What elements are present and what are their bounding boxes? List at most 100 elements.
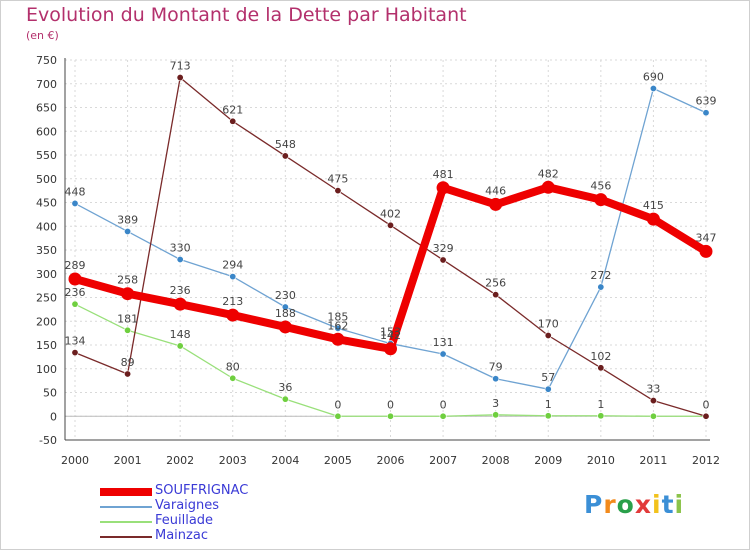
data-point-feuillade (124, 326, 132, 334)
legend-swatch (100, 506, 152, 508)
x-tick-label: 2012 (692, 454, 720, 467)
data-point-souffrignac (436, 181, 450, 195)
data-point-varaignes (492, 375, 500, 383)
data-label-mainzac: 134 (65, 335, 86, 348)
x-tick-label: 2010 (587, 454, 615, 467)
logo-letter: x (634, 490, 652, 519)
data-label-feuillade: 36 (278, 381, 292, 394)
data-point-mainzac (492, 291, 500, 299)
data-label-varaignes: 272 (590, 269, 611, 282)
data-label-varaignes: 294 (222, 259, 243, 272)
data-label-feuillade: 181 (117, 312, 138, 325)
series-points (68, 74, 713, 420)
data-label-mainzac: 33 (646, 383, 660, 396)
data-label-feuillade: 0 (387, 398, 394, 411)
data-point-souffrignac (594, 193, 608, 207)
data-label-feuillade: 1 (545, 398, 552, 411)
data-point-souffrignac (541, 180, 555, 194)
data-point-varaignes (176, 255, 184, 263)
y-tick-label: 650 (36, 102, 57, 115)
y-tick-label: 700 (36, 78, 57, 91)
chart-subtitle: (en €) (26, 29, 59, 42)
data-point-souffrignac (489, 197, 503, 211)
x-axis-ticks: 2000 2001 2002 2003 2004 2005 2006 2007 2008 2009… (61, 454, 720, 467)
logo-letter: i (652, 490, 662, 519)
data-point-souffrignac (121, 287, 135, 301)
y-tick-label: 350 (36, 244, 57, 257)
y-tick-label: 100 (36, 363, 57, 376)
grid-lines (65, 59, 707, 441)
data-label-varaignes: 185 (327, 310, 348, 323)
data-point-feuillade (386, 412, 394, 420)
data-label-varaignes: 330 (170, 242, 191, 255)
y-tick-label: 500 (36, 173, 57, 186)
proxiti-logo: Proxiti (584, 490, 684, 519)
data-label-feuillade: 3 (492, 397, 499, 410)
logo-letter: r (603, 490, 617, 519)
data-point-souffrignac (384, 342, 397, 356)
data-label-mainzac: 89 (121, 356, 135, 369)
y-tick-label: 600 (36, 125, 57, 138)
y-tick-label: 0 (50, 410, 57, 423)
data-label-souffrignac: 481 (433, 168, 454, 181)
data-label-feuillade: 0 (440, 398, 447, 411)
y-tick-label: 300 (36, 268, 57, 281)
data-label-mainzac: 621 (222, 103, 243, 116)
data-label-mainzac: 548 (275, 138, 296, 151)
x-tick-label: 2006 (377, 454, 405, 467)
data-label-varaignes: 153 (380, 326, 401, 339)
data-label-feuillade: 148 (170, 328, 191, 341)
x-tick-label: 2003 (219, 454, 247, 467)
legend-label: Varaignes (155, 498, 220, 513)
data-point-varaignes (544, 385, 552, 393)
data-label-mainzac: 475 (327, 173, 348, 186)
x-tick-label: 2007 (429, 454, 457, 467)
data-label-feuillade: 80 (226, 360, 240, 373)
data-point-varaignes (71, 199, 79, 207)
legend-label: Mainzac (155, 528, 208, 543)
data-label-souffrignac: 446 (485, 184, 506, 197)
legend-label: Feuillade (155, 513, 214, 528)
data-point-varaignes (124, 227, 132, 235)
y-tick-label: 250 (36, 292, 57, 305)
data-label-varaignes: 230 (275, 289, 296, 302)
legend-swatch (100, 488, 152, 496)
data-label-souffrignac: 456 (590, 180, 611, 193)
data-label-varaignes: 389 (117, 213, 138, 226)
x-tick-label: 2002 (166, 454, 194, 467)
data-labels: 289 258 236 213 188 162 142 481 446 482 456 415 347 4… (65, 60, 717, 412)
logo-letter: P (584, 490, 604, 519)
legend-label: SOUFFRIGNAC (155, 483, 249, 498)
data-point-feuillade (597, 412, 605, 420)
data-point-mainzac (439, 256, 447, 264)
data-point-souffrignac (699, 244, 713, 258)
data-point-mainzac (229, 117, 237, 125)
y-axis-ticks: -50 0 50 100 150 200 250 300 350 400 450 500 550 600 6… (36, 54, 57, 447)
data-point-feuillade (544, 412, 552, 420)
data-point-varaignes (334, 324, 342, 332)
legend-swatch (100, 536, 152, 538)
data-point-varaignes (597, 283, 605, 291)
data-label-mainzac: 0 (703, 398, 710, 411)
data-point-feuillade (439, 412, 447, 420)
data-point-feuillade (71, 300, 79, 308)
data-point-mainzac (386, 221, 394, 229)
data-label-souffrignac: 162 (327, 319, 348, 332)
data-label-varaignes: 690 (643, 71, 664, 84)
data-point-feuillade (492, 411, 500, 419)
data-label-varaignes: 639 (696, 95, 717, 108)
y-tick-label: 200 (36, 315, 57, 328)
data-label-feuillade: 0 (334, 398, 341, 411)
data-point-mainzac (597, 364, 605, 372)
data-label-souffrignac: 236 (170, 284, 191, 297)
data-label-mainzac: 402 (380, 207, 401, 220)
x-tick-label: 2001 (114, 454, 142, 467)
data-label-varaignes: 79 (489, 361, 503, 374)
logo-letter: o (616, 490, 635, 519)
data-point-varaignes (229, 273, 237, 281)
data-point-feuillade (176, 342, 184, 350)
data-point-feuillade (281, 395, 289, 403)
y-tick-label: 50 (43, 387, 57, 400)
data-point-souffrignac (646, 212, 660, 226)
